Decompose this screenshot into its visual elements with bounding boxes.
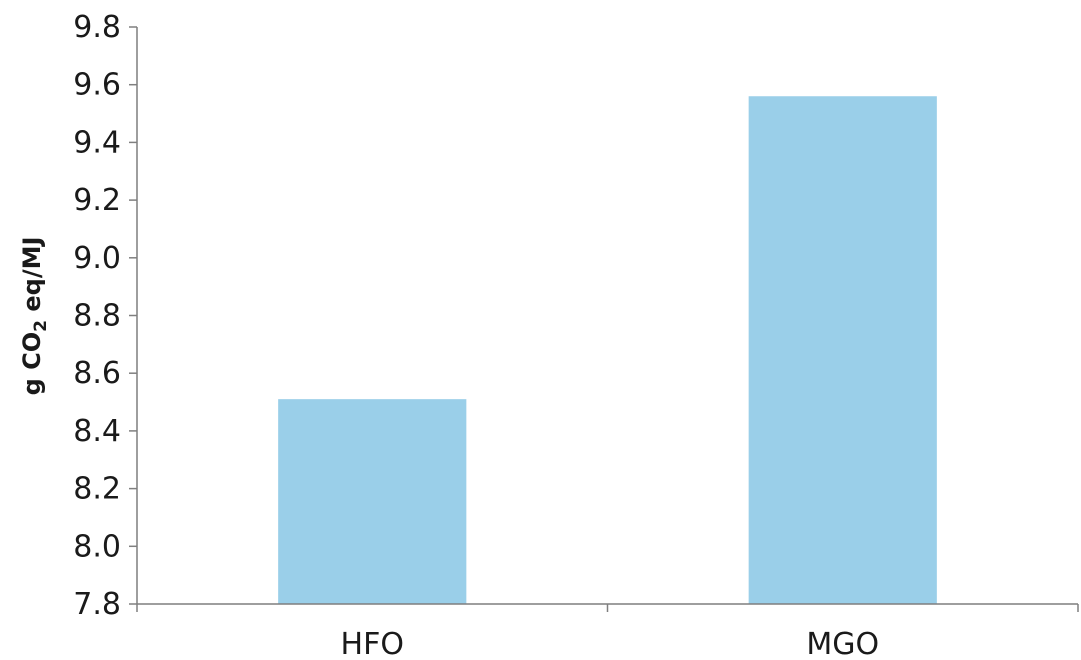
y-tick-label: 7.8: [73, 587, 121, 622]
y-tick-label: 8.2: [73, 472, 121, 507]
y-tick-label: 9.2: [73, 183, 121, 218]
bar-mgo: [748, 96, 937, 605]
x-tick-label: HFO: [341, 627, 404, 660]
y-axis-ticks: 7.8 8.0 8.2 8.4 8.6 8.8 9.0 9.2 9.4 9.6 9.8: [73, 10, 137, 622]
y-tick-label: 8.4: [73, 414, 121, 449]
bar-hfo: [278, 399, 467, 604]
x-axis-ticks: HFO MGO: [136, 604, 1079, 660]
y-tick-label: 9.8: [73, 10, 121, 45]
y-tick-label: 8.0: [73, 529, 121, 564]
x-tick-label: MGO: [806, 627, 879, 660]
y-tick-label: 8.6: [73, 356, 121, 391]
y-tick-label: 8.8: [73, 299, 121, 334]
y-axis-label-subscript: 2: [31, 320, 51, 332]
y-axis-label-prefix: g CO: [18, 332, 46, 396]
y-tick-label: 9.4: [73, 125, 121, 160]
bars: [278, 96, 937, 605]
y-axis-label-suffix: eq/MJ: [18, 237, 46, 320]
y-axis-label: g CO2 eq/MJ: [18, 237, 51, 396]
y-tick-label: 9.0: [73, 241, 121, 276]
y-tick-label: 9.6: [73, 68, 121, 103]
